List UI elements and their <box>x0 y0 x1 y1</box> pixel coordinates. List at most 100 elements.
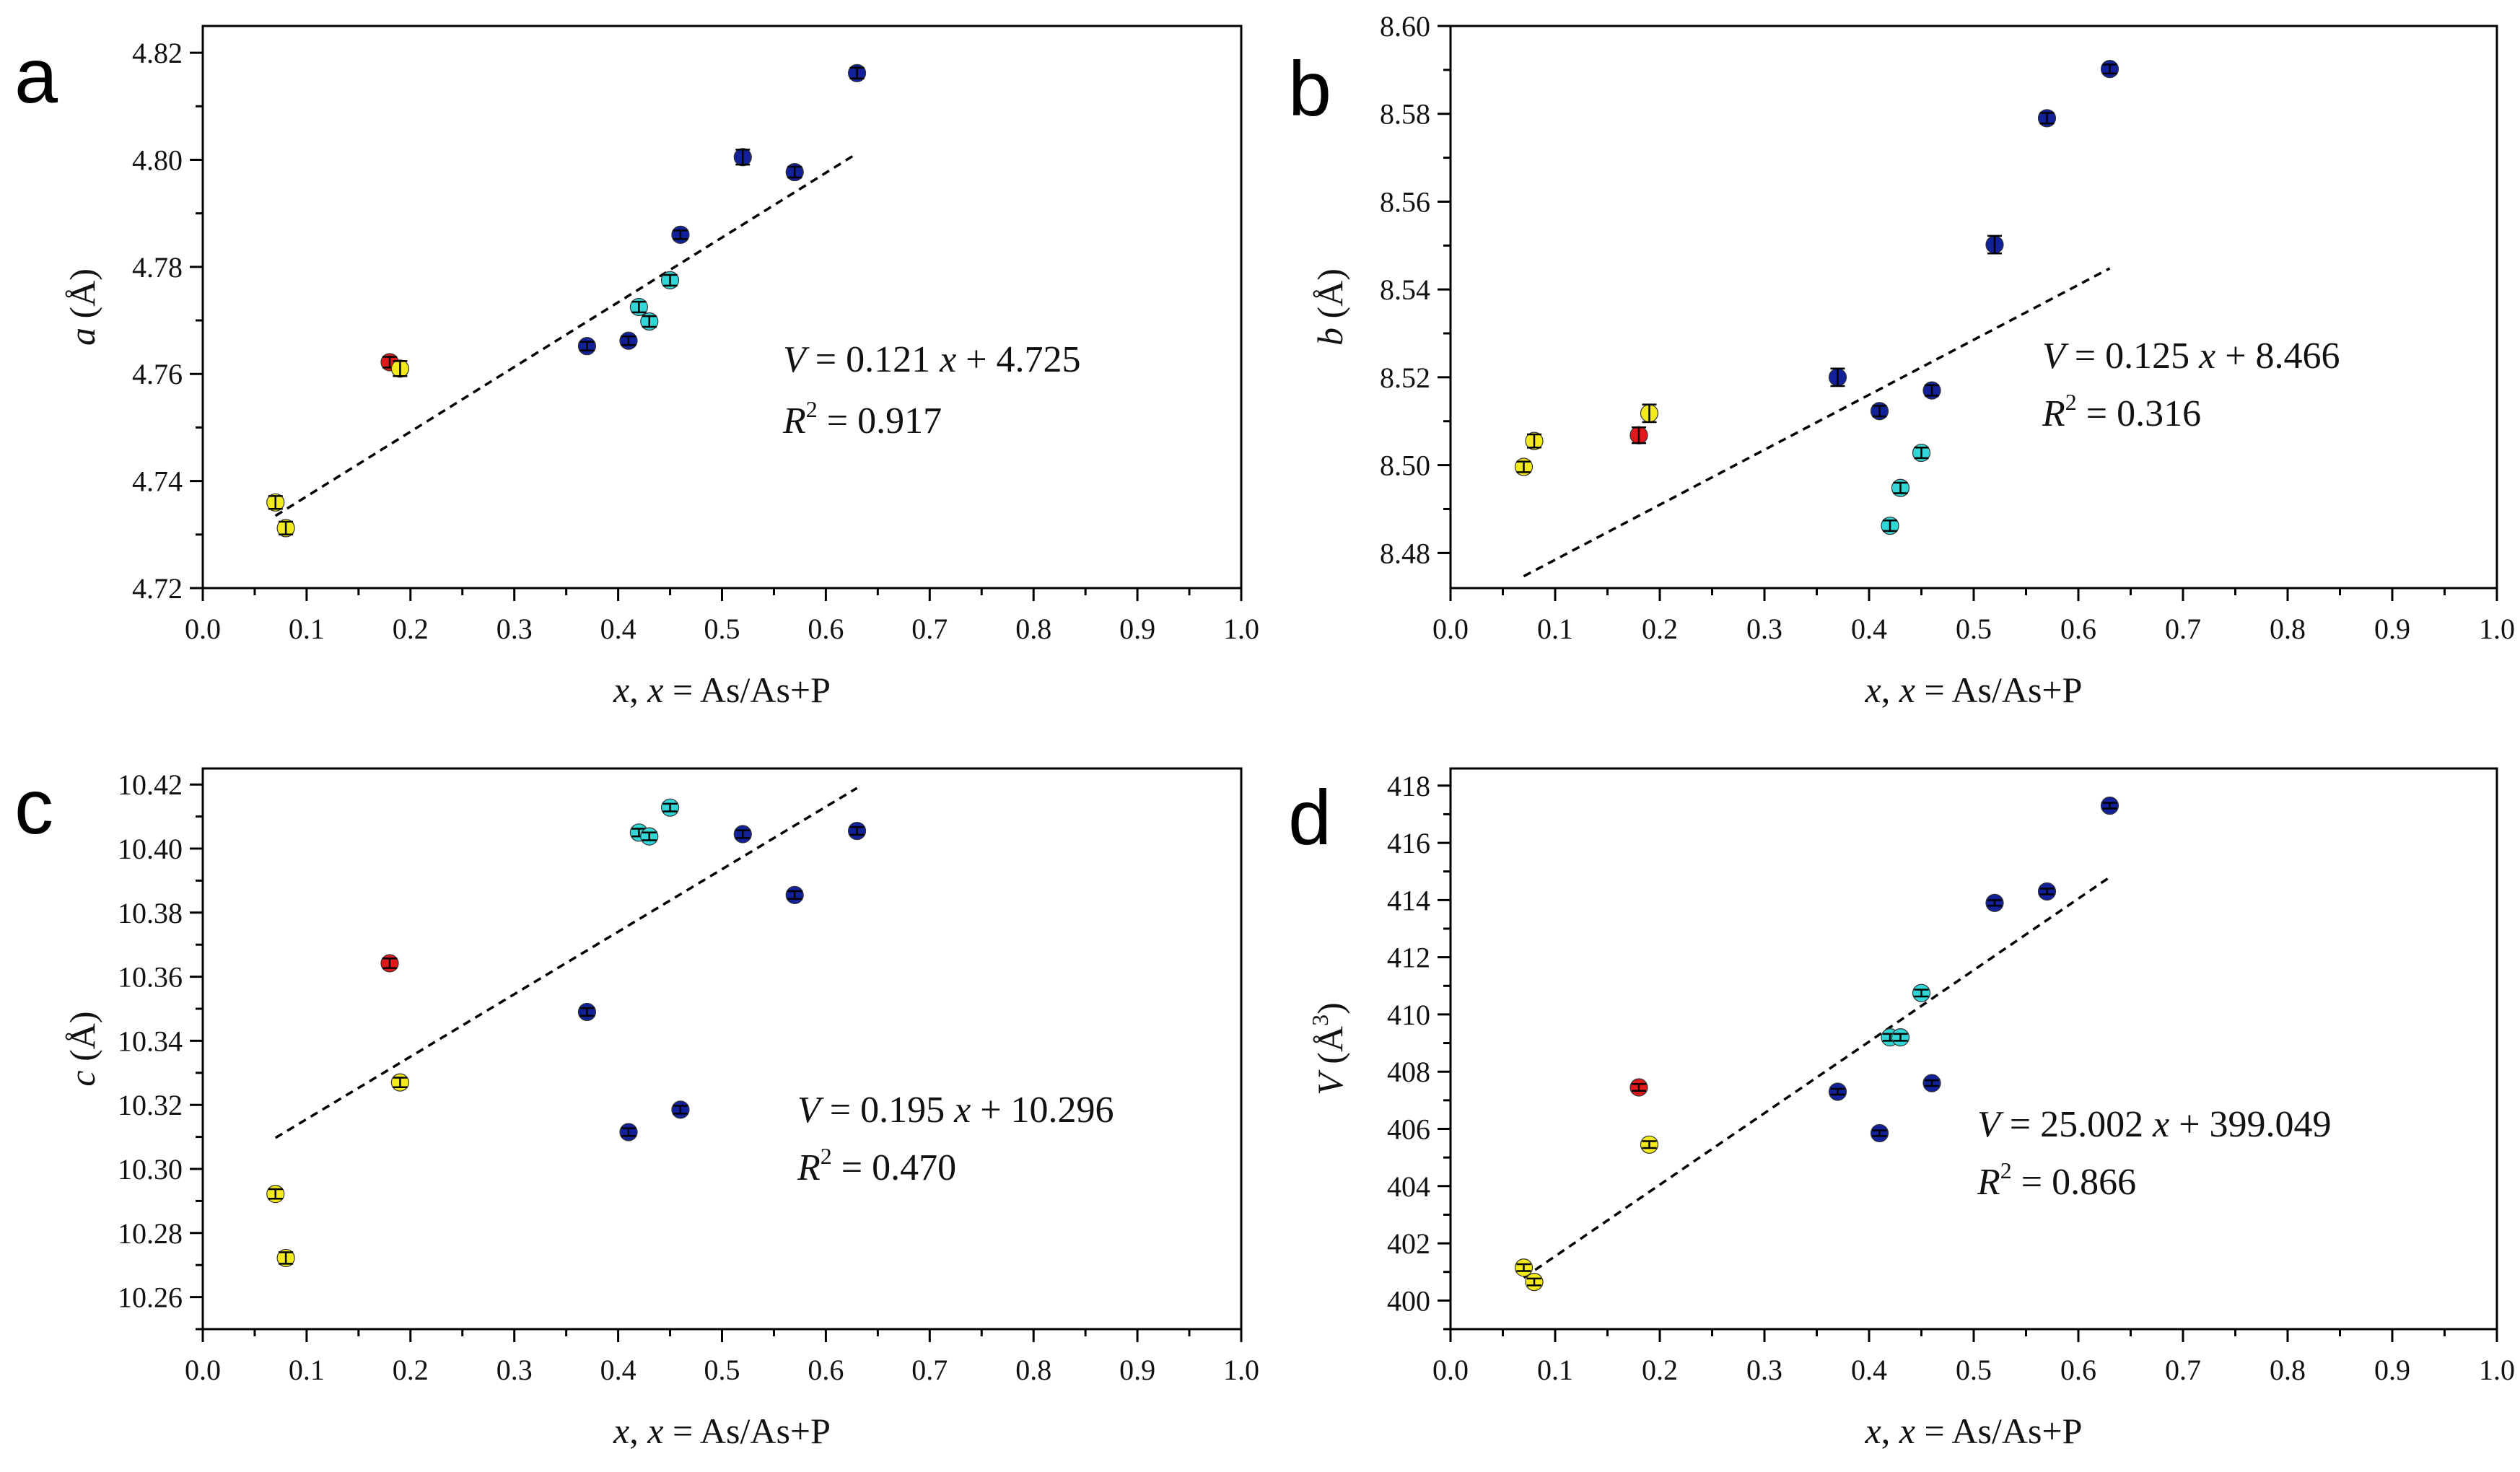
data-point <box>2100 60 2119 79</box>
x-tick-label: 0.9 <box>2374 613 2410 645</box>
panel-letter: d <box>1288 774 1331 861</box>
data-point <box>619 331 638 350</box>
data-point <box>266 1185 285 1204</box>
data-point <box>2100 796 2119 815</box>
panel-letter: a <box>14 32 58 119</box>
y-tick-label: 10.32 <box>118 1089 183 1121</box>
data-point <box>1525 431 1544 450</box>
x-tick-label: 0.7 <box>911 1354 948 1386</box>
data-point <box>629 297 648 317</box>
data-point <box>1922 381 1941 400</box>
y-tick-label: 4.82 <box>132 37 183 69</box>
fit-equation-var: V <box>2042 336 2069 377</box>
x-tick-label: 1.0 <box>2479 613 2515 645</box>
y-axis-title-var: V <box>1310 1069 1350 1095</box>
fit-line <box>1523 267 2111 578</box>
panel-a: 0.0 0.1 0.2 0.3 0.4 0.5 0.6 0.7 0.8 0.9 1.0 4.72 4.7… <box>14 25 1259 710</box>
x-tick-label: 0.2 <box>1642 1354 1678 1386</box>
data-point <box>785 162 804 182</box>
data-point <box>1640 403 1659 424</box>
x-tick-label: 0.2 <box>1642 613 1678 645</box>
data-point <box>1891 478 1910 497</box>
x-tick-label: 0.5 <box>1956 1354 1992 1386</box>
y-tick-label: 4.72 <box>132 572 183 605</box>
y-tick-label: 416 <box>1387 827 1430 859</box>
y-tick-label: 8.58 <box>1380 98 1430 131</box>
y-tick-label: 10.34 <box>118 1025 183 1057</box>
y-axis-title-var: a <box>62 328 102 346</box>
x-axis-title-part: = As/As+P <box>1915 1411 2082 1451</box>
r-squared-sup: 2 <box>806 396 818 422</box>
data-point <box>660 271 680 290</box>
x-tick-label: 0.7 <box>911 613 948 645</box>
data-point <box>1514 1258 1534 1277</box>
x-tick-label: 0.6 <box>808 1354 844 1386</box>
y-axis-title-unit-close: ) <box>1310 1002 1350 1015</box>
x-axis-title-part: , <box>1881 1411 1899 1451</box>
y-tick-label: 412 <box>1387 942 1430 974</box>
data-point <box>1828 367 1847 387</box>
r-squared: R2 = 0.866 <box>1977 1157 2136 1203</box>
r-squared-var: R <box>782 400 806 442</box>
y-tick-label: 4.74 <box>132 465 183 498</box>
y-tick-label: 406 <box>1387 1113 1430 1146</box>
data-point <box>1891 1028 1910 1047</box>
x-tick-label: 0.0 <box>185 1354 221 1386</box>
data-point <box>1985 893 2004 912</box>
x-tick-label: 0.5 <box>1956 613 1992 645</box>
x-tick-label: 0.6 <box>2060 1354 2096 1386</box>
x-axis-title-part: , <box>629 670 647 710</box>
data-point <box>266 493 285 512</box>
fit-equation-x: x <box>939 339 956 380</box>
fit-equation: V = 0.121 x + 4.725 <box>783 339 1081 380</box>
plot-frame <box>201 767 1243 1331</box>
y-axis-title-unit: (Å <box>1310 1026 1350 1073</box>
y-tick-label: 10.30 <box>118 1153 183 1186</box>
data-point <box>733 148 752 167</box>
fit-equation-x: x <box>953 1090 971 1131</box>
panel-letter: b <box>1288 45 1331 132</box>
y-tick-label: 400 <box>1387 1284 1430 1317</box>
panel-c: 0.0 0.1 0.2 0.3 0.4 0.5 0.6 0.7 0.8 0.9 1.0 10.26 10… <box>14 763 1259 1451</box>
data-point <box>1640 1135 1659 1154</box>
y-axis-title: b (Å) <box>1310 268 1350 346</box>
r-squared: R2 = 0.470 <box>797 1143 956 1188</box>
r-squared-sup: 2 <box>2065 389 2077 415</box>
x-tick-label: 0.8 <box>2270 1354 2306 1386</box>
y-axis-title-var: c <box>62 1070 102 1086</box>
y-tick-label: 404 <box>1387 1170 1430 1203</box>
fit-equation-x: x <box>2198 336 2215 377</box>
r-squared-var: R <box>797 1147 821 1188</box>
x-tick-label: 0.0 <box>1432 613 1469 645</box>
x-axis-title-part: = As/As+P <box>663 670 830 710</box>
panel-letter: c <box>14 763 53 850</box>
x-axis-title: x, x = As/As+P <box>613 1411 831 1451</box>
r-squared-var: R <box>1977 1162 2000 1203</box>
fit-equation-part: = 0.195 <box>821 1090 954 1131</box>
fit-equation-var: V <box>797 1090 824 1131</box>
x-tick-label: 0.6 <box>2060 613 2096 645</box>
y-axis-title-var: b <box>1310 328 1350 346</box>
fit-equation-part: = 0.121 <box>806 339 940 380</box>
x-tick-label: 0.4 <box>1851 613 1887 645</box>
x-tick-label: 0.3 <box>496 613 533 645</box>
x-tick-label: 0.0 <box>1432 1354 1469 1386</box>
fit-equation-part: = 0.125 <box>2065 336 2199 377</box>
x-tick-label: 0.8 <box>1015 1354 1051 1386</box>
y-tick-label: 8.56 <box>1380 185 1430 218</box>
data-point <box>1881 516 1899 535</box>
fit-line <box>274 152 858 517</box>
data-point <box>619 1123 638 1142</box>
fit-equation: V = 25.002 x + 399.049 <box>1977 1104 2332 1145</box>
data-point <box>380 954 399 973</box>
x-tick-label: 0.3 <box>1746 1354 1782 1386</box>
x-tick-label: 1.0 <box>1223 1354 1259 1386</box>
x-tick-label: 0.7 <box>2165 1354 2201 1386</box>
y-tick-label: 4.76 <box>132 358 183 390</box>
y-tick-label: 4.80 <box>132 144 183 176</box>
data-point <box>2037 882 2057 901</box>
data-point <box>390 1073 410 1092</box>
y-axis-title: V (Å3) <box>1307 1002 1350 1095</box>
r-squared: R2 = 0.316 <box>2042 389 2201 434</box>
y-tick-label: 10.36 <box>118 961 183 994</box>
